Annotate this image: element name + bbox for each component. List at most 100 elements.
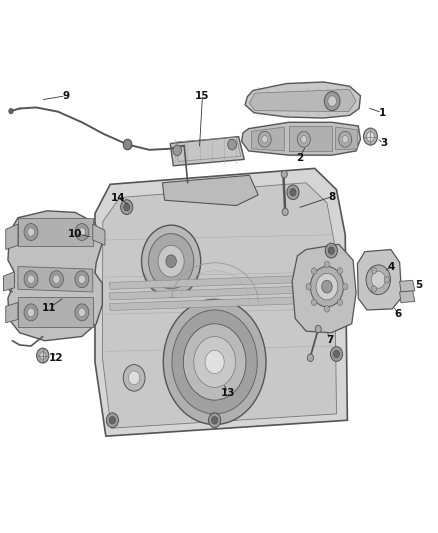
Polygon shape	[110, 274, 333, 289]
Circle shape	[78, 308, 85, 317]
Circle shape	[290, 189, 296, 196]
Circle shape	[315, 325, 321, 333]
Circle shape	[28, 228, 35, 236]
Polygon shape	[102, 183, 336, 428]
Polygon shape	[110, 296, 333, 311]
Circle shape	[163, 300, 266, 424]
Circle shape	[9, 109, 13, 114]
Text: 13: 13	[220, 387, 235, 398]
Circle shape	[106, 413, 118, 427]
Circle shape	[78, 275, 85, 284]
Circle shape	[287, 185, 299, 200]
Text: 9: 9	[62, 91, 69, 101]
Circle shape	[148, 233, 194, 289]
Polygon shape	[336, 127, 357, 150]
Circle shape	[311, 268, 317, 274]
Polygon shape	[4, 272, 14, 291]
Circle shape	[297, 131, 311, 147]
Polygon shape	[250, 90, 356, 112]
Circle shape	[24, 223, 38, 240]
Polygon shape	[93, 224, 105, 245]
Circle shape	[75, 271, 89, 288]
Polygon shape	[18, 217, 93, 246]
Text: 11: 11	[42, 303, 57, 313]
Text: 7: 7	[326, 335, 334, 345]
Circle shape	[212, 417, 218, 424]
Circle shape	[316, 273, 338, 300]
Circle shape	[28, 308, 35, 317]
Circle shape	[343, 284, 348, 290]
Text: 3: 3	[380, 139, 387, 149]
Circle shape	[306, 284, 311, 290]
Polygon shape	[242, 122, 360, 155]
Circle shape	[28, 275, 35, 284]
Circle shape	[37, 348, 49, 363]
Circle shape	[40, 352, 46, 359]
Polygon shape	[18, 266, 93, 292]
Circle shape	[78, 228, 85, 236]
Circle shape	[110, 417, 116, 424]
Circle shape	[371, 268, 377, 274]
Circle shape	[194, 336, 236, 387]
Circle shape	[141, 225, 201, 297]
Text: 15: 15	[195, 91, 210, 101]
Text: 1: 1	[378, 108, 386, 118]
Circle shape	[158, 245, 184, 277]
Circle shape	[330, 346, 343, 361]
Circle shape	[228, 139, 237, 150]
Circle shape	[328, 247, 334, 254]
Text: 12: 12	[49, 353, 63, 362]
Circle shape	[385, 277, 390, 283]
Circle shape	[371, 271, 385, 288]
Circle shape	[311, 299, 317, 305]
Circle shape	[311, 266, 343, 307]
Circle shape	[75, 304, 89, 321]
Circle shape	[261, 135, 268, 143]
Circle shape	[364, 128, 378, 145]
Circle shape	[367, 132, 374, 141]
Circle shape	[282, 208, 288, 216]
Circle shape	[75, 223, 89, 240]
Circle shape	[49, 271, 64, 288]
Polygon shape	[18, 297, 93, 327]
Circle shape	[333, 350, 339, 358]
Circle shape	[337, 299, 343, 305]
Polygon shape	[399, 291, 415, 303]
Circle shape	[339, 131, 352, 147]
Polygon shape	[6, 303, 18, 322]
Circle shape	[342, 135, 348, 143]
Text: 10: 10	[68, 229, 83, 239]
Circle shape	[325, 243, 337, 258]
Circle shape	[307, 354, 314, 361]
Circle shape	[124, 204, 130, 211]
Circle shape	[123, 139, 132, 150]
Circle shape	[184, 324, 246, 400]
Text: 2: 2	[296, 153, 303, 163]
Polygon shape	[357, 249, 402, 310]
Polygon shape	[170, 136, 244, 166]
Circle shape	[281, 171, 287, 178]
Circle shape	[301, 135, 307, 143]
Circle shape	[24, 271, 38, 288]
Circle shape	[258, 131, 271, 147]
Circle shape	[366, 265, 391, 295]
Polygon shape	[110, 285, 333, 300]
Circle shape	[324, 306, 329, 312]
Circle shape	[166, 255, 177, 268]
Circle shape	[324, 92, 340, 111]
Circle shape	[328, 96, 336, 107]
Circle shape	[337, 268, 343, 274]
Text: 6: 6	[395, 309, 402, 319]
Polygon shape	[95, 168, 347, 436]
Polygon shape	[6, 224, 18, 249]
Text: 8: 8	[328, 191, 336, 201]
Circle shape	[371, 286, 377, 292]
Circle shape	[120, 200, 133, 215]
Polygon shape	[8, 211, 102, 341]
Circle shape	[123, 365, 145, 391]
Text: 5: 5	[415, 280, 422, 290]
Polygon shape	[252, 127, 284, 151]
Polygon shape	[245, 82, 360, 118]
Polygon shape	[292, 244, 356, 333]
Text: 4: 4	[387, 262, 395, 271]
